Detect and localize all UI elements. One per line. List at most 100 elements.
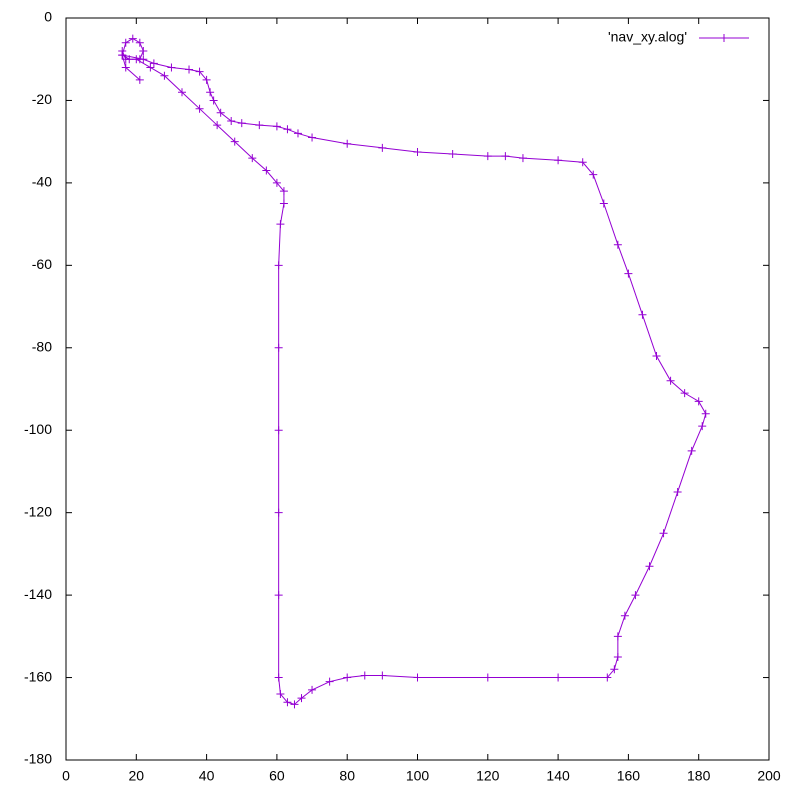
point-marker bbox=[146, 63, 155, 72]
legend-marker bbox=[720, 34, 728, 42]
point-marker bbox=[659, 529, 668, 538]
y-tick-label: -140 bbox=[24, 586, 52, 602]
data-line bbox=[121, 38, 707, 705]
point-marker bbox=[132, 55, 141, 64]
point-marker bbox=[230, 137, 239, 146]
point-marker bbox=[501, 152, 510, 161]
point-marker bbox=[308, 133, 317, 142]
point-marker bbox=[118, 46, 127, 55]
y-tick-label: 0 bbox=[44, 9, 52, 25]
point-marker bbox=[666, 376, 675, 385]
x-tick-label: 180 bbox=[687, 768, 711, 784]
y-tick-label: -160 bbox=[24, 668, 52, 684]
point-marker bbox=[687, 446, 696, 455]
point-marker bbox=[297, 694, 306, 703]
point-marker bbox=[276, 220, 285, 229]
point-marker bbox=[167, 63, 176, 72]
x-tick-label: 200 bbox=[757, 768, 781, 784]
point-marker bbox=[237, 119, 246, 128]
point-marker bbox=[290, 700, 299, 709]
y-tick-label: -20 bbox=[32, 91, 52, 107]
point-marker bbox=[272, 122, 281, 131]
point-marker bbox=[202, 75, 211, 84]
point-marker bbox=[135, 38, 144, 47]
point-marker bbox=[274, 426, 283, 435]
point-marker bbox=[213, 121, 222, 130]
point-marker bbox=[262, 166, 271, 175]
point-marker bbox=[121, 55, 130, 64]
y-tick-label: -80 bbox=[32, 338, 52, 354]
x-tick-label: 0 bbox=[62, 768, 70, 784]
x-tick-label: 60 bbox=[269, 768, 285, 784]
point-marker bbox=[483, 673, 492, 682]
y-tick-label: -120 bbox=[24, 503, 52, 519]
y-tick-label: -100 bbox=[24, 421, 52, 437]
point-marker bbox=[680, 389, 689, 398]
point-marker bbox=[673, 488, 682, 497]
point-marker bbox=[248, 154, 257, 163]
point-marker bbox=[160, 71, 169, 80]
point-marker bbox=[589, 170, 598, 179]
point-marker bbox=[343, 139, 352, 148]
point-marker bbox=[554, 156, 563, 165]
point-marker bbox=[631, 591, 640, 600]
point-marker bbox=[620, 611, 629, 620]
point-marker bbox=[554, 673, 563, 682]
point-marker bbox=[698, 422, 707, 431]
point-marker bbox=[121, 63, 130, 72]
point-marker bbox=[195, 67, 204, 76]
y-tick-label: -60 bbox=[32, 256, 52, 272]
point-marker bbox=[209, 96, 218, 105]
point-marker bbox=[378, 143, 387, 152]
point-marker bbox=[216, 108, 225, 117]
x-tick-label: 140 bbox=[546, 768, 570, 784]
point-marker bbox=[624, 269, 633, 278]
point-marker bbox=[139, 46, 148, 55]
point-marker bbox=[293, 129, 302, 138]
x-tick-label: 120 bbox=[476, 768, 500, 784]
point-marker bbox=[274, 508, 283, 517]
point-marker bbox=[283, 125, 292, 134]
point-marker bbox=[255, 121, 264, 130]
point-marker bbox=[325, 677, 334, 686]
point-marker bbox=[177, 88, 186, 97]
x-tick-label: 20 bbox=[129, 768, 145, 784]
y-tick-label: -180 bbox=[24, 751, 52, 767]
point-marker bbox=[149, 59, 158, 68]
point-marker bbox=[483, 152, 492, 161]
point-marker bbox=[121, 38, 130, 47]
y-tick-label: -40 bbox=[32, 174, 52, 190]
point-marker bbox=[279, 199, 288, 208]
point-marker bbox=[274, 343, 283, 352]
point-marker bbox=[279, 187, 288, 196]
x-tick-label: 80 bbox=[339, 768, 355, 784]
point-marker bbox=[413, 673, 422, 682]
point-marker bbox=[283, 698, 292, 707]
point-marker bbox=[274, 673, 283, 682]
point-marker bbox=[206, 88, 215, 97]
legend-label: 'nav_xy.alog' bbox=[608, 29, 687, 45]
point-marker bbox=[518, 154, 527, 163]
point-marker bbox=[195, 104, 204, 113]
point-marker bbox=[694, 397, 703, 406]
point-marker bbox=[135, 75, 144, 84]
point-marker bbox=[276, 690, 285, 699]
point-marker bbox=[613, 240, 622, 249]
point-marker bbox=[308, 685, 317, 694]
point-marker bbox=[448, 150, 457, 159]
point-marker bbox=[227, 117, 236, 126]
point-marker bbox=[139, 55, 148, 64]
point-marker bbox=[128, 34, 137, 43]
point-marker bbox=[638, 310, 647, 319]
point-marker bbox=[272, 178, 281, 187]
point-marker bbox=[185, 65, 194, 74]
point-marker bbox=[413, 147, 422, 156]
point-marker bbox=[610, 665, 619, 674]
point-marker bbox=[274, 261, 283, 270]
point-marker bbox=[578, 158, 587, 167]
point-marker bbox=[613, 652, 622, 661]
point-marker bbox=[652, 352, 661, 361]
point-marker bbox=[613, 632, 622, 641]
